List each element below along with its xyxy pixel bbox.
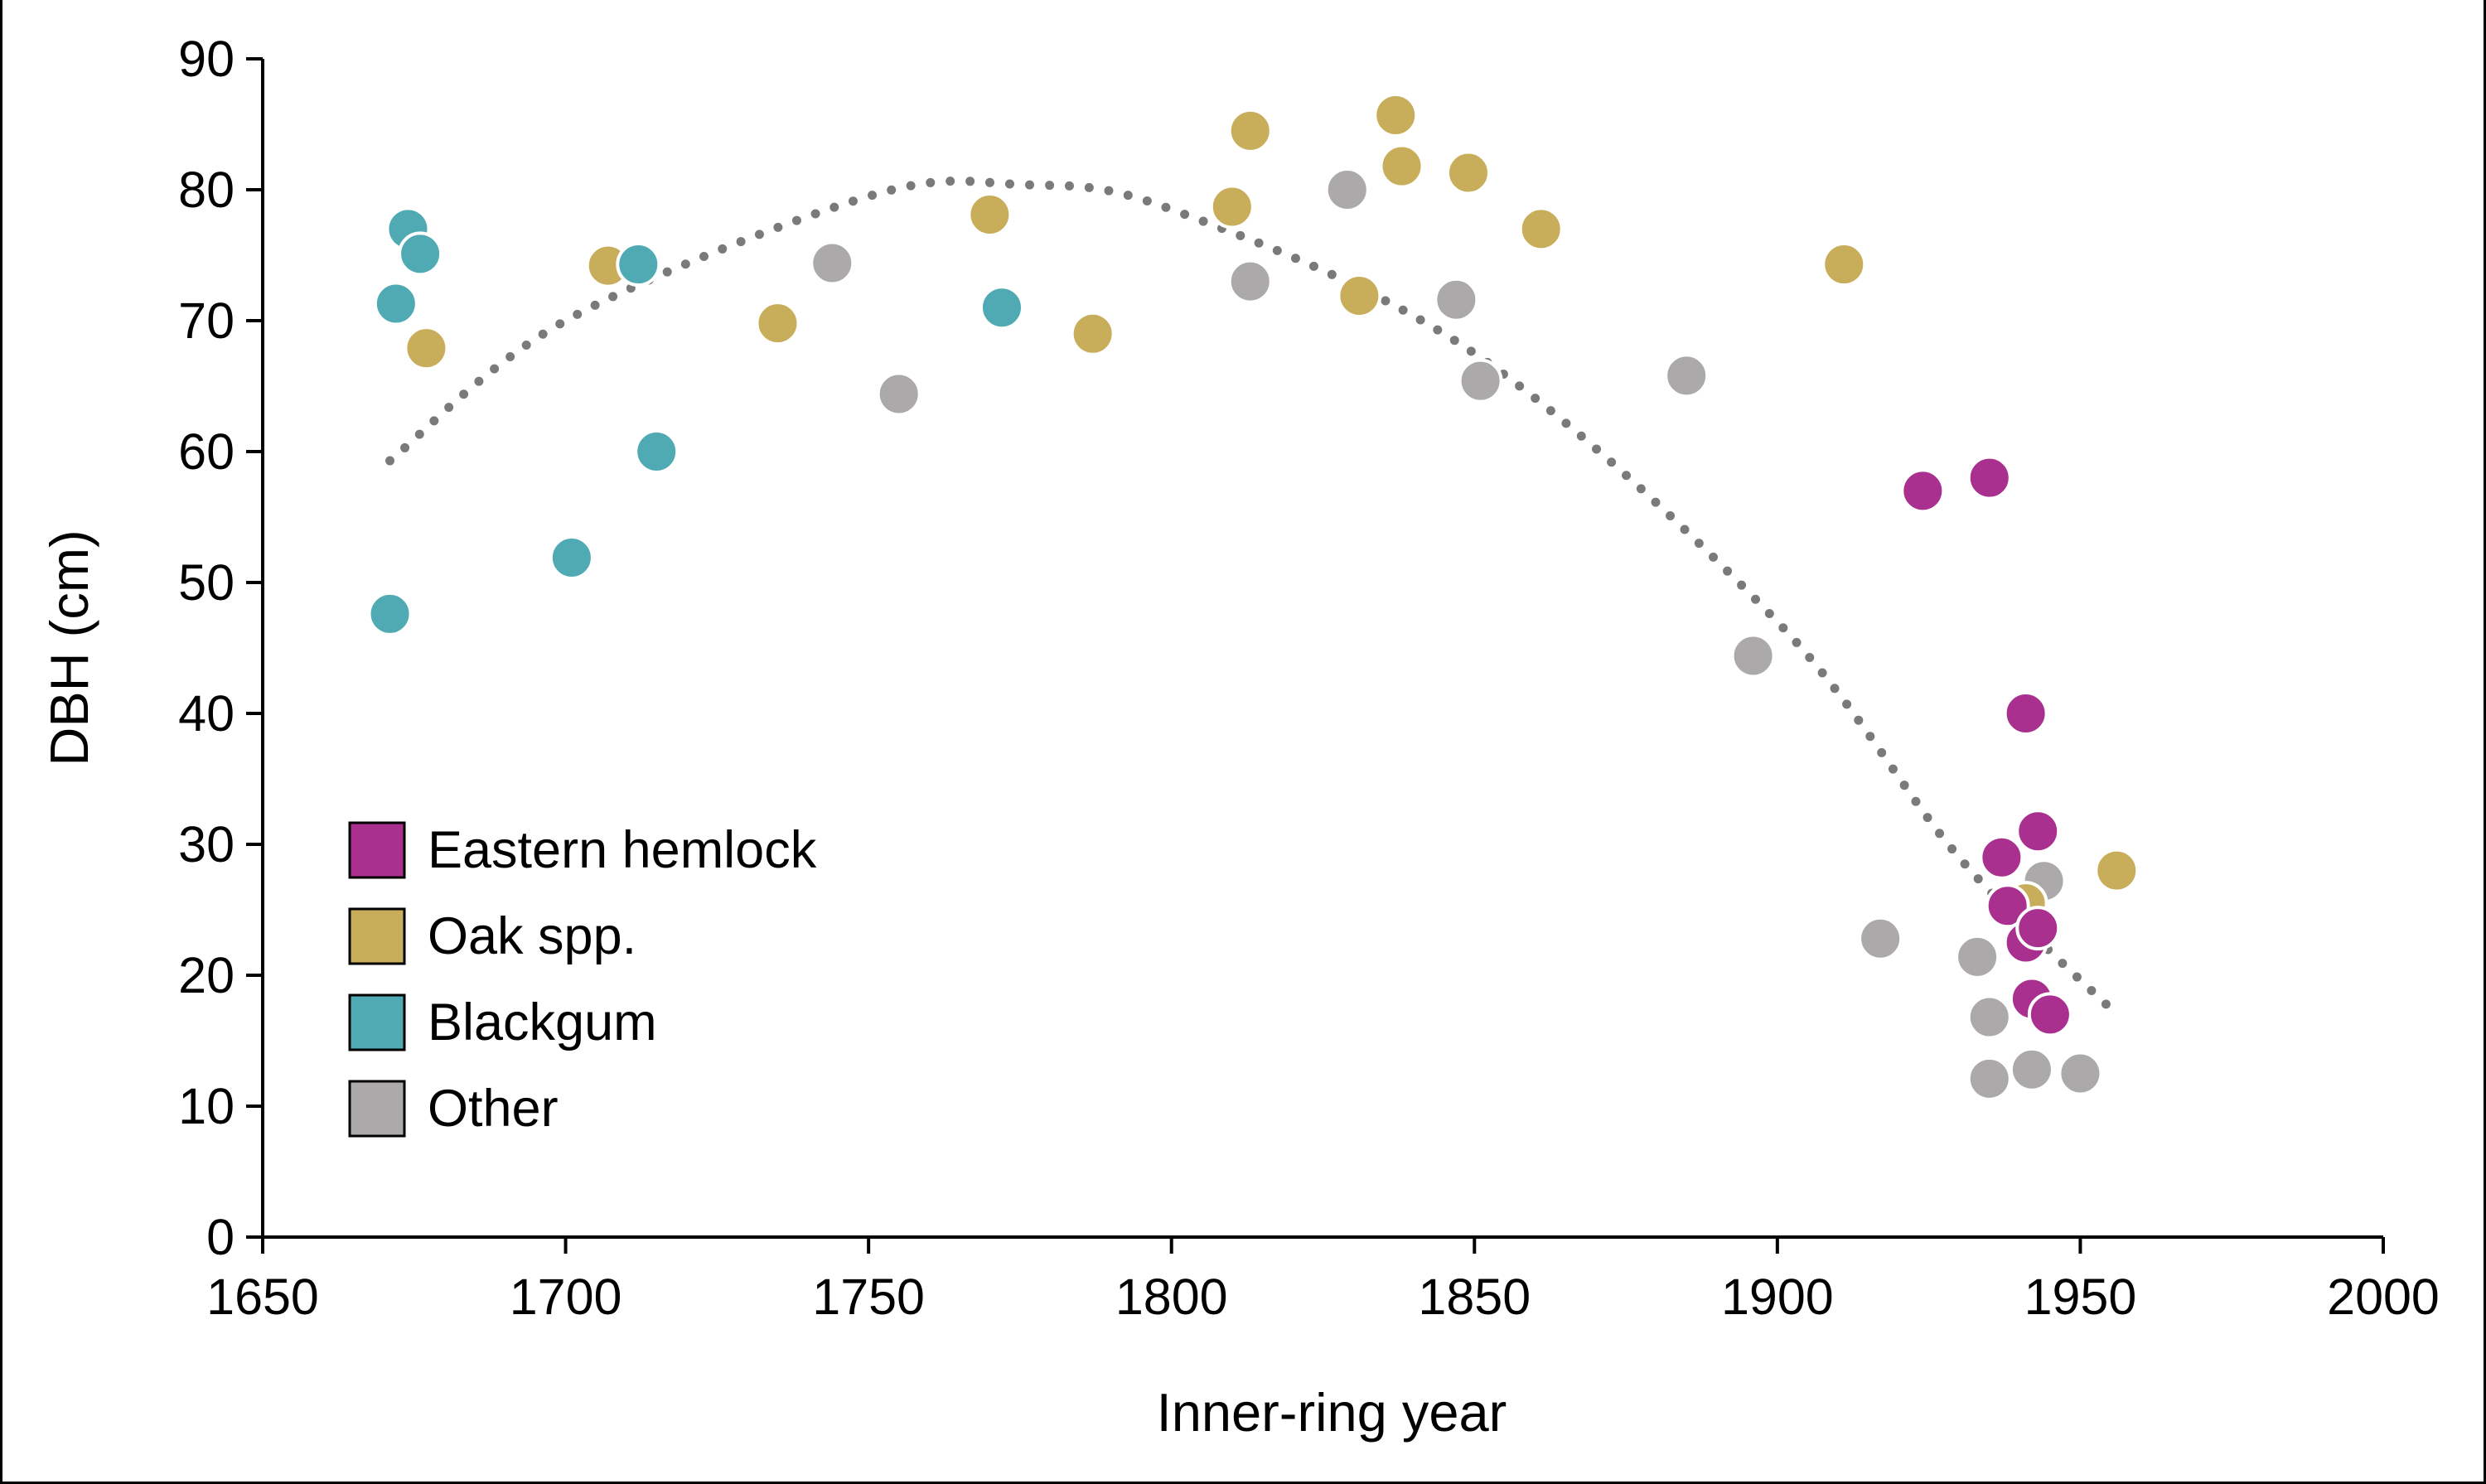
data-point — [1373, 92, 1419, 138]
legend-swatch — [348, 993, 406, 1051]
data-point — [1458, 358, 1503, 404]
data-point — [755, 301, 800, 346]
x-tick-label: 1850 — [1418, 1269, 1531, 1325]
trendline-path — [385, 176, 2121, 1019]
x-axis-title: Inner-ring year — [1157, 1382, 1507, 1443]
data-point — [876, 371, 921, 417]
data-point — [367, 591, 413, 636]
x-tick-label: 1800 — [1115, 1269, 1228, 1325]
x-tick-label: 1900 — [1721, 1269, 1834, 1325]
data-point — [1979, 834, 2024, 880]
y-tick-label: 60 — [178, 423, 235, 480]
legend-label: Blackgum — [428, 993, 657, 1051]
data-point — [616, 242, 661, 288]
data-point — [1518, 206, 1564, 252]
data-point — [1985, 883, 2030, 929]
data-point — [2009, 1047, 2054, 1092]
data-point — [1227, 259, 1273, 304]
data-point — [1858, 916, 1903, 961]
y-tick-label: 0 — [206, 1209, 235, 1265]
y-ticks: 0 10 20 30 40 50 60 70 80 90 — [178, 31, 263, 1265]
data-point — [2094, 848, 2140, 893]
legend-swatch — [348, 907, 406, 965]
data-point — [810, 240, 855, 286]
data-point — [1434, 277, 1479, 322]
y-tick-label: 50 — [178, 554, 235, 611]
data-point — [1379, 143, 1424, 189]
data-point — [398, 231, 443, 277]
x-tick-label: 1650 — [206, 1269, 319, 1325]
x-tick-label: 1750 — [812, 1269, 925, 1325]
data-point — [2015, 906, 2061, 951]
data-point — [373, 281, 418, 326]
legend-swatch — [348, 1080, 406, 1138]
data-point — [1955, 934, 2000, 979]
data-point — [1445, 150, 1491, 196]
data-point — [549, 534, 594, 580]
y-tick-label: 40 — [178, 685, 235, 742]
data-point — [1821, 242, 1867, 288]
legend-label: Oak spp. — [428, 907, 636, 965]
data-point — [979, 285, 1024, 331]
data-point — [2027, 992, 2072, 1037]
legend: Eastern hemlock Oak spp. Blackgum Other — [348, 821, 817, 1138]
x-tick-label: 1950 — [2024, 1269, 2137, 1325]
data-point — [404, 326, 449, 371]
y-tick-label: 20 — [178, 947, 235, 1003]
y-tick-label: 90 — [178, 31, 235, 87]
data-point — [1324, 167, 1370, 212]
data-point — [1337, 273, 1382, 318]
y-tick-label: 80 — [178, 162, 235, 218]
data-point — [1730, 633, 1776, 679]
data-point — [2058, 1051, 2103, 1096]
data-point — [1070, 311, 1115, 356]
data-point — [1664, 353, 1710, 399]
legend-label: Other — [428, 1080, 559, 1138]
y-tick-label: 70 — [178, 292, 235, 349]
data-point — [2003, 691, 2048, 736]
axes: 0 10 20 30 40 50 60 70 80 90 1650 1700 1750 1800 1850… — [178, 31, 2440, 1325]
legend-label: Eastern hemlock — [428, 821, 817, 879]
y-tick-label: 10 — [178, 1078, 235, 1134]
legend-swatch — [348, 821, 406, 879]
data-point — [1966, 1056, 2012, 1101]
data-point — [1900, 468, 1946, 514]
data-points — [367, 92, 2140, 1101]
data-point — [1966, 994, 2012, 1040]
data-point — [634, 429, 680, 474]
trendline — [385, 176, 2121, 1019]
x-tick-label: 2000 — [2327, 1269, 2440, 1325]
data-point — [1966, 455, 2012, 500]
y-tick-label: 30 — [178, 816, 235, 873]
data-point — [967, 192, 1013, 238]
data-point — [2015, 809, 2061, 854]
x-tick-label: 1700 — [510, 1269, 622, 1325]
x-ticks: 1650 1700 1750 1800 1850 1900 1950 2000 — [206, 1237, 2440, 1325]
data-point — [1209, 184, 1255, 230]
y-axis-title: DBH (cm) — [39, 529, 99, 766]
data-point — [1227, 108, 1273, 153]
